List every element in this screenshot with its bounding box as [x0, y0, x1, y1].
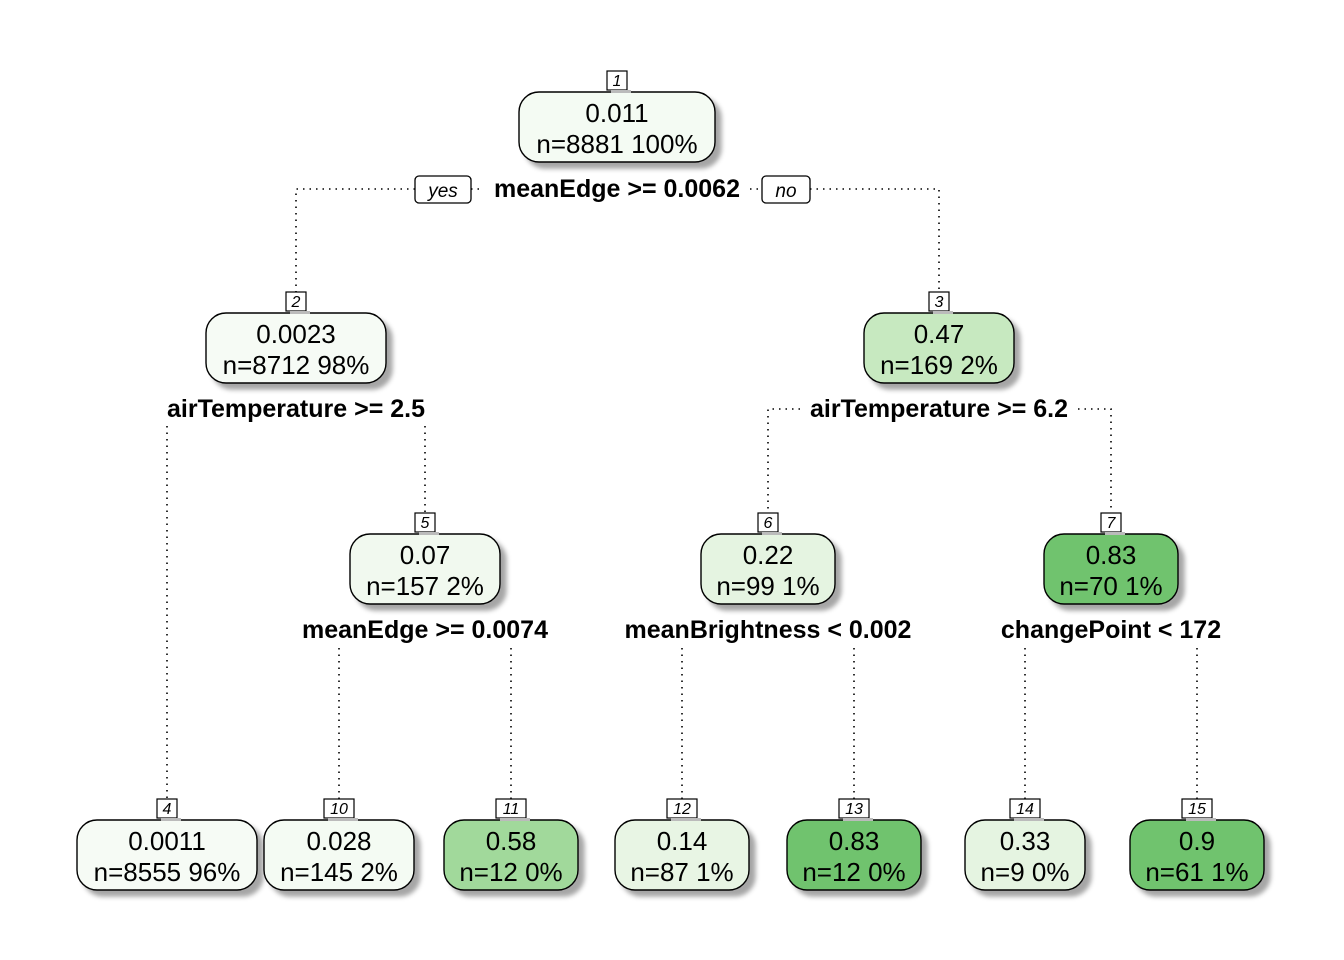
node-number-badge-shadow: [843, 818, 873, 821]
node-number: 1: [613, 73, 622, 90]
edge-3-6: [767, 408, 800, 513]
node-count: n=99 1%: [716, 571, 819, 601]
node-number-badge-shadow: [1105, 532, 1125, 535]
node-number: 3: [935, 294, 944, 311]
node-count: n=8881 100%: [536, 129, 697, 159]
node-value: 0.9: [1179, 826, 1215, 856]
tree-node-7: 7 0.83n=70 1%: [1043, 512, 1179, 605]
tree-node-11: 11 0.58n=12 0%: [443, 798, 579, 891]
node-value: 0.0011: [128, 826, 206, 856]
tree-node-6: 6 0.22n=99 1%: [700, 512, 836, 605]
node-number: 2: [291, 294, 301, 311]
tree-node-5: 5 0.07n=157 2%: [349, 512, 501, 605]
split-label-5: meanEdge >= 0.0074: [302, 616, 548, 644]
node-count: n=9 0%: [981, 857, 1070, 887]
node-number: 12: [673, 801, 691, 818]
node-value: 0.028: [306, 826, 371, 856]
node-count: n=8712 98%: [223, 350, 370, 380]
node-count: n=12 0%: [802, 857, 905, 887]
node-value: 0.58: [486, 826, 537, 856]
tree-edges: [166, 188, 1198, 800]
node-count: n=169 2%: [880, 350, 998, 380]
edge-3-7: [1078, 408, 1112, 513]
node-value: 0.14: [657, 826, 708, 856]
node-number-badge-shadow: [328, 818, 358, 821]
node-number-badge-shadow: [419, 532, 439, 535]
tree-node-15: 15 0.9n=61 1%: [1129, 798, 1265, 891]
tree-node-13: 13 0.83n=12 0%: [786, 798, 922, 891]
node-number: 15: [1188, 801, 1206, 818]
no-label-text: no: [775, 181, 796, 202]
node-number: 14: [1016, 801, 1034, 818]
node-value: 0.83: [829, 826, 880, 856]
node-number: 4: [163, 801, 172, 818]
node-number: 5: [421, 515, 430, 532]
node-number: 6: [764, 515, 773, 532]
node-value: 0.33: [1000, 826, 1051, 856]
node-value: 0.011: [585, 98, 648, 128]
node-count: n=61 1%: [1145, 857, 1248, 887]
node-value: 0.22: [743, 540, 794, 570]
node-count: n=70 1%: [1059, 571, 1162, 601]
node-value: 0.0023: [256, 319, 336, 349]
node-value: 0.47: [914, 319, 965, 349]
no-label: no: [761, 175, 811, 204]
node-number-badge-shadow: [671, 818, 701, 821]
tree-node-12: 12 0.14n=87 1%: [614, 798, 750, 891]
node-count: n=145 2%: [280, 857, 398, 887]
node-value: 0.07: [400, 540, 451, 570]
yes-label-text: yes: [426, 181, 458, 202]
node-number-badge-shadow: [500, 818, 530, 821]
split-label-1: meanEdge >= 0.0062: [494, 175, 740, 203]
node-number-badge-shadow: [1014, 818, 1044, 821]
node-count: n=8555 96%: [94, 857, 241, 887]
node-number-badge-shadow: [933, 311, 953, 314]
node-count: n=157 2%: [366, 571, 484, 601]
split-labels: meanEdge >= 0.0062 airTemperature >= 2.5…: [167, 175, 1221, 644]
node-number: 13: [845, 801, 863, 818]
edge-1-3: [810, 188, 940, 293]
split-label-6: meanBrightness < 0.002: [625, 616, 912, 644]
node-number-badge-shadow: [611, 90, 631, 93]
node-value: 0.83: [1086, 540, 1137, 570]
node-number: 7: [1107, 515, 1117, 532]
node-number-badge-shadow: [290, 311, 310, 314]
yes-label: yes: [414, 175, 472, 204]
node-number-badge-shadow: [161, 818, 181, 821]
node-number-badge-shadow: [1186, 818, 1216, 821]
node-count: n=12 0%: [459, 857, 562, 887]
node-number: 11: [503, 801, 520, 818]
edge-1-2: [295, 188, 415, 293]
split-label-2: airTemperature >= 2.5: [167, 395, 425, 423]
tree-node-3: 3 0.47n=169 2%: [863, 291, 1015, 384]
split-label-3: airTemperature >= 6.2: [810, 395, 1068, 423]
node-number: 10: [330, 801, 348, 818]
node-count: n=87 1%: [630, 857, 733, 887]
split-label-7: changePoint < 172: [1001, 616, 1221, 644]
tree-node-14: 14 0.33n=9 0%: [964, 798, 1086, 891]
node-number-badge-shadow: [762, 532, 782, 535]
